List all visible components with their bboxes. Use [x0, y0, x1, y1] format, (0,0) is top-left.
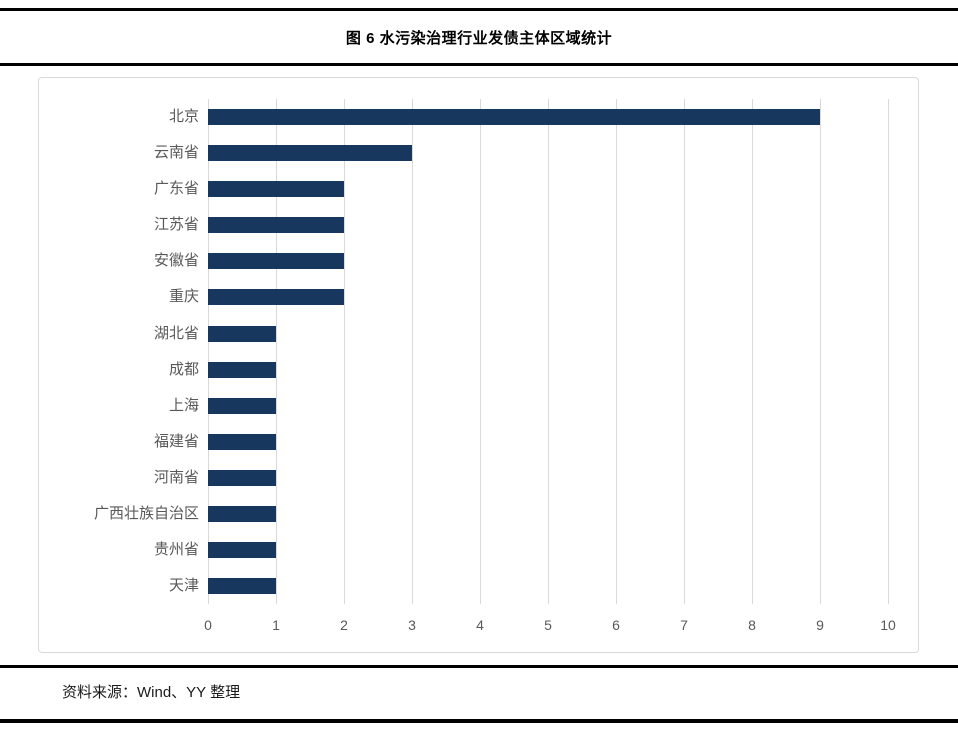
category-label: 北京 [168, 108, 199, 125]
x-tick-label: 8 [748, 617, 756, 633]
plot-area: 北京云南省广东省江苏省安徽省重庆湖北省成都上海福建省河南省广西壮族自治区贵州省天… [94, 99, 896, 633]
x-tick-label: 9 [816, 617, 824, 633]
x-tick-label: 1 [272, 617, 280, 633]
category-label: 上海 [168, 396, 199, 414]
category-label: 重庆 [168, 288, 199, 306]
x-tick-label: 7 [680, 617, 688, 633]
figure-title: 图 6 水污染治理行业发债主体区域统计 [345, 30, 613, 47]
gridline [344, 99, 345, 604]
source-note: 资料来源：Wind、YY 整理 [62, 684, 241, 701]
gridline [208, 99, 209, 604]
bar [208, 109, 820, 125]
top-rule [0, 8, 958, 11]
category-label: 江苏省 [153, 216, 199, 234]
bar [208, 397, 276, 414]
bar [208, 325, 276, 342]
gridline [888, 99, 889, 604]
bar [208, 145, 412, 162]
chart-bottom-rule [0, 665, 958, 668]
x-tick-label: 4 [476, 617, 484, 633]
gridline [480, 99, 481, 604]
gridline [412, 99, 413, 604]
category-label: 安徽省 [153, 252, 199, 270]
bar [208, 289, 344, 306]
category-label: 贵州省 [153, 540, 199, 558]
bar [208, 181, 344, 198]
category-label: 成都 [168, 360, 199, 378]
gridline [752, 99, 753, 604]
x-tick-label: 5 [544, 617, 552, 633]
bar [208, 217, 344, 234]
x-tick-label: 2 [340, 617, 348, 633]
category-label: 广东省 [153, 180, 199, 198]
gridline [548, 99, 549, 604]
category-label: 广西壮族自治区 [93, 504, 199, 522]
title-divider-rule [0, 63, 958, 66]
bar [208, 578, 276, 594]
gridline [276, 99, 277, 604]
gridline [616, 99, 617, 604]
category-label: 天津 [168, 577, 199, 594]
category-label: 云南省 [153, 144, 199, 162]
x-tick-label: 10 [880, 617, 896, 633]
chart-frame: 北京云南省广东省江苏省安徽省重庆湖北省成都上海福建省河南省广西壮族自治区贵州省天… [38, 77, 919, 653]
bar [208, 469, 276, 486]
bar [208, 253, 344, 270]
x-tick-label: 3 [408, 617, 416, 633]
bar [208, 541, 276, 558]
x-tick-label: 0 [204, 617, 212, 633]
bar [208, 505, 276, 522]
gridline [684, 99, 685, 604]
bar [208, 361, 276, 378]
page-bottom-rule [0, 719, 958, 723]
gridline [820, 99, 821, 604]
x-tick-label: 6 [612, 617, 620, 633]
bar [208, 433, 276, 450]
category-label: 河南省 [153, 468, 199, 486]
category-label: 福建省 [153, 432, 199, 450]
category-label: 湖北省 [153, 324, 199, 342]
